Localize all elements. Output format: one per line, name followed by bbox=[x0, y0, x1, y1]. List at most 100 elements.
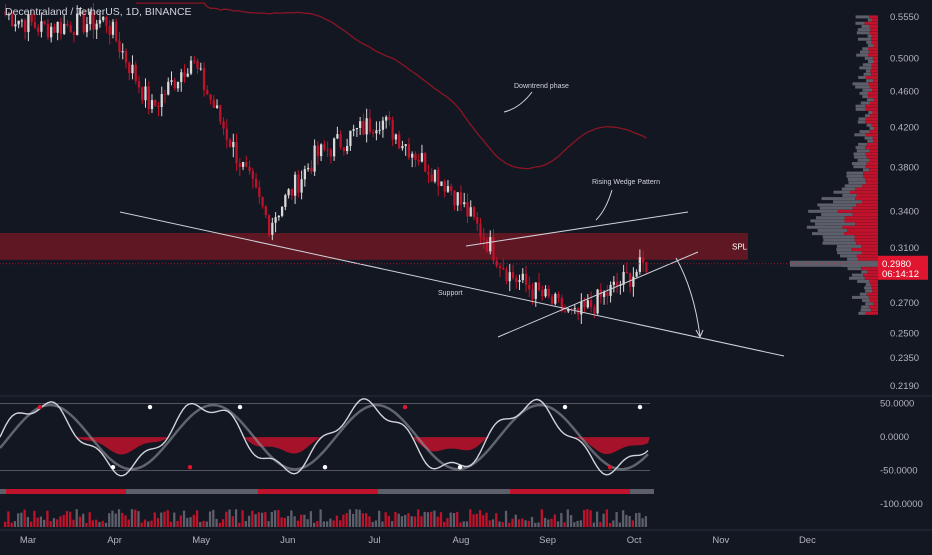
time-tick-label: Jun bbox=[280, 535, 295, 546]
candle bbox=[502, 258, 505, 270]
candle bbox=[33, 13, 37, 30]
strip-cell bbox=[300, 489, 306, 494]
candle bbox=[388, 111, 391, 126]
strip-cell bbox=[102, 489, 108, 494]
strip-cell bbox=[240, 489, 246, 494]
candle-body bbox=[401, 145, 404, 149]
candle bbox=[508, 264, 511, 292]
candle bbox=[420, 144, 424, 163]
strip-cell bbox=[516, 489, 522, 494]
candle-body bbox=[59, 21, 63, 34]
volume-bar bbox=[150, 520, 153, 527]
volume-bar bbox=[85, 522, 88, 527]
profile-bar-grey bbox=[852, 82, 869, 86]
osc-tick-label: 50.0000 bbox=[880, 399, 914, 410]
candle-body bbox=[612, 281, 615, 285]
candle-body bbox=[547, 288, 550, 297]
candle bbox=[303, 165, 306, 187]
candle bbox=[593, 304, 596, 319]
strip-cell bbox=[378, 489, 384, 494]
candle bbox=[248, 160, 251, 175]
profile-bar-red bbox=[869, 31, 878, 35]
profile-bar-red bbox=[865, 146, 878, 150]
profile-bar-grey bbox=[848, 181, 867, 185]
last-price-badge bbox=[878, 255, 928, 280]
volume-bar bbox=[192, 514, 195, 527]
candle bbox=[602, 290, 606, 305]
volume-bar bbox=[82, 513, 85, 527]
spl-zone bbox=[0, 233, 748, 260]
volume-bar bbox=[459, 522, 462, 527]
volume-bar bbox=[228, 509, 231, 527]
candle-body bbox=[40, 21, 43, 32]
candle bbox=[121, 43, 124, 60]
volume-bar bbox=[573, 522, 576, 527]
candle-body bbox=[459, 192, 463, 205]
candle bbox=[102, 16, 105, 23]
candle bbox=[280, 206, 284, 218]
profile-bar-red bbox=[866, 292, 878, 296]
osc-signal-dot bbox=[110, 465, 116, 470]
volume-bar bbox=[195, 510, 199, 527]
profile-bar-red bbox=[842, 225, 878, 229]
profile-bar-grey bbox=[869, 126, 875, 130]
volume-bar bbox=[517, 519, 521, 527]
profile-bar-red bbox=[869, 168, 878, 172]
candle bbox=[612, 276, 615, 293]
candle bbox=[271, 217, 274, 241]
annotation-1: Rising Wedge Pattern bbox=[592, 179, 660, 186]
candle-body bbox=[206, 90, 209, 95]
strip-cell bbox=[228, 489, 234, 494]
profile-bar-grey bbox=[866, 40, 872, 44]
volume-bar bbox=[218, 522, 221, 527]
profile-bar-red bbox=[871, 63, 878, 67]
candle-body bbox=[398, 134, 401, 149]
volume-bar bbox=[169, 521, 173, 527]
candle bbox=[596, 288, 599, 315]
strip-cell bbox=[132, 489, 138, 494]
volume-bar bbox=[163, 511, 166, 527]
candle bbox=[141, 86, 144, 105]
volume-bar bbox=[462, 521, 465, 527]
candle bbox=[202, 62, 206, 97]
volume-bar bbox=[391, 521, 394, 527]
profile-bar-red bbox=[856, 203, 878, 207]
profile-bar-red bbox=[865, 117, 878, 121]
volume-bars bbox=[4, 509, 648, 527]
wedge-arrow bbox=[595, 189, 613, 221]
profile-bar-grey bbox=[867, 18, 872, 22]
strip-cell bbox=[498, 489, 504, 494]
candle-body bbox=[33, 22, 37, 28]
profile-bar-red bbox=[872, 136, 878, 140]
candle-body bbox=[310, 167, 313, 172]
profile-bar-grey bbox=[865, 289, 873, 293]
candle-body bbox=[300, 179, 303, 193]
profile-bar-red bbox=[862, 184, 878, 188]
ma-line bbox=[135, 2, 647, 170]
candle bbox=[170, 71, 173, 86]
profile-bar-red bbox=[865, 104, 878, 108]
countdown-label: 06:14:12 bbox=[882, 269, 919, 280]
profile-bar-grey bbox=[856, 149, 870, 153]
volume-profile bbox=[790, 15, 878, 315]
volume-bar bbox=[615, 512, 618, 527]
volume-bar bbox=[436, 516, 439, 527]
candle-body bbox=[368, 118, 372, 133]
profile-bar-red bbox=[863, 171, 878, 175]
profile-bar-red bbox=[866, 181, 878, 185]
strip-cell bbox=[558, 489, 564, 494]
osc-signal-line bbox=[0, 403, 649, 471]
volume-bar bbox=[199, 522, 202, 527]
candle bbox=[118, 31, 121, 59]
candle bbox=[544, 285, 547, 298]
volume-bar bbox=[345, 513, 348, 527]
candle-body bbox=[46, 23, 50, 38]
symbol-title: Decentraland / TetherUS, 1D, BINANCE bbox=[5, 6, 192, 18]
volume-bar bbox=[602, 513, 605, 527]
candle bbox=[319, 143, 323, 162]
strip-cell bbox=[72, 489, 78, 494]
profile-bar-red bbox=[844, 216, 878, 220]
profile-bar-red bbox=[852, 213, 878, 217]
